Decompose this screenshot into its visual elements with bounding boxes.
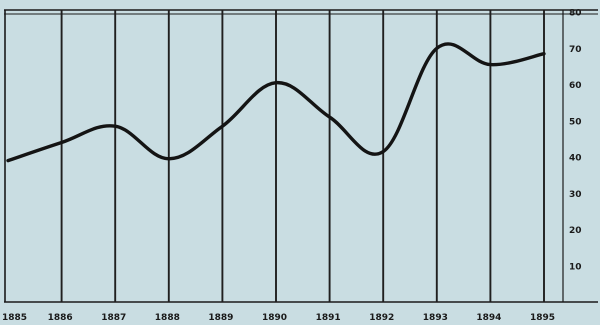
x-tick-label-1894: 1894 bbox=[476, 313, 501, 323]
y-tick-label-60: 60 bbox=[569, 81, 582, 91]
x-tick-label-1890: 1890 bbox=[262, 313, 287, 323]
x-tick-label-1888: 1888 bbox=[155, 313, 180, 323]
series-line bbox=[6, 42, 546, 163]
x-tick-label-1891: 1891 bbox=[316, 313, 341, 323]
x-tick-label-1885: 1885 bbox=[2, 313, 27, 323]
x-tick-label-1887: 1887 bbox=[101, 313, 126, 323]
y-tick-label-20: 20 bbox=[569, 226, 582, 236]
y-axis-tick-labels: 10 20 30 40 50 60 70 80 bbox=[569, 9, 582, 273]
x-tick-label-1895: 1895 bbox=[530, 313, 555, 323]
x-tick-label-1886: 1886 bbox=[48, 313, 73, 323]
y-tick-label-30: 30 bbox=[569, 190, 582, 200]
y-tick-label-70: 70 bbox=[569, 45, 582, 55]
y-tick-label-10: 10 bbox=[569, 262, 582, 272]
x-axis-tick-labels: 1885 1886 1887 1888 1889 1890 1891 1892 1893 1894… bbox=[2, 313, 555, 323]
y-tick-label-40: 40 bbox=[569, 154, 582, 164]
y-tick-label-80: 80 bbox=[569, 9, 582, 19]
vertical-grid-lines bbox=[60, 10, 545, 302]
x-tick-label-1889: 1889 bbox=[208, 313, 233, 323]
y-tick-label-50: 50 bbox=[569, 117, 582, 127]
x-tick-label-1893: 1893 bbox=[423, 313, 448, 323]
x-tick-label-1892: 1892 bbox=[369, 313, 394, 323]
